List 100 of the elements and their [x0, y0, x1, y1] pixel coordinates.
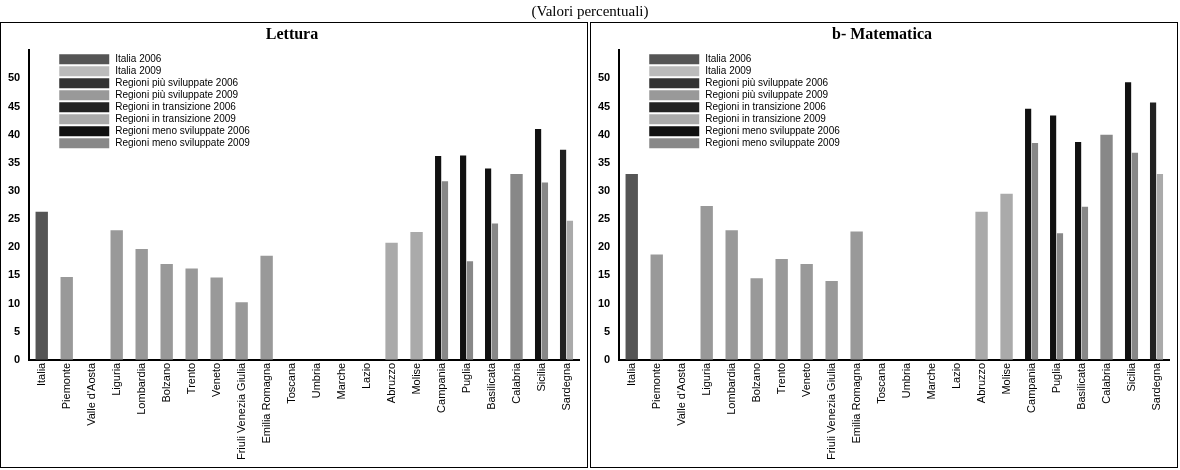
y-tick-label: 50	[597, 71, 611, 84]
y-tick-label: 5	[604, 324, 611, 337]
bar	[850, 231, 863, 360]
x-tick-label: Valle d'Aosta	[674, 361, 687, 426]
legend-label: Italia 2009	[115, 64, 162, 76]
y-tick-label: 35	[7, 155, 21, 168]
y-tick-label: 15	[7, 268, 21, 281]
x-tick-label: Italia	[34, 361, 47, 387]
legend-label: Regioni più sviluppate 2009	[705, 88, 829, 100]
bar	[1031, 143, 1039, 360]
x-tick-label: Basilicata	[1074, 361, 1087, 410]
x-tick-label: Puglia	[459, 361, 472, 394]
x-tick-label: Bolzano	[159, 362, 172, 403]
legend-label: Regioni in transizione 2009	[115, 112, 237, 124]
bar	[559, 149, 567, 360]
x-tick-label: Piemonte	[649, 362, 662, 410]
chart-title: b- Matematica	[832, 24, 932, 42]
legend-label: Regioni più sviluppate 2009	[115, 88, 239, 100]
y-tick-label: 0	[14, 352, 21, 365]
y-tick-label: 45	[597, 99, 611, 112]
x-tick-label: Liguria	[699, 361, 712, 396]
x-tick-label: Valle d'Aosta	[84, 361, 97, 426]
bar	[466, 261, 474, 360]
y-tick-label: 10	[597, 296, 611, 309]
bar	[185, 268, 198, 360]
y-tick-label: 50	[7, 71, 21, 84]
legend-label: Regioni in transizione 2006	[705, 100, 827, 112]
bar	[1075, 141, 1082, 360]
x-tick-label: Campania	[434, 361, 447, 413]
legend-label: Regioni meno sviluppate 2009	[705, 136, 841, 148]
x-tick-label: Lazio	[949, 362, 962, 390]
bar	[700, 206, 713, 360]
bar	[975, 211, 988, 360]
bar	[160, 264, 173, 360]
bar	[650, 254, 663, 360]
legend-label: Regioni più sviluppate 2006	[115, 76, 239, 88]
x-tick-label: Basilicata	[484, 361, 497, 410]
legend-label: Regioni in transizione 2009	[705, 112, 827, 124]
bar	[485, 168, 492, 360]
bar	[1124, 82, 1132, 360]
x-tick-label: Umbria	[899, 361, 912, 399]
x-tick-label: Abruzzo	[974, 362, 987, 404]
legend-label: Regioni in transizione 2006	[115, 100, 237, 112]
bar	[825, 280, 838, 360]
y-tick-label: 20	[7, 240, 21, 253]
x-tick-label: Friuli Venezia Giulia	[234, 361, 247, 461]
chart-title: Lettura	[265, 24, 319, 42]
x-tick-label: Piemonte	[59, 362, 72, 410]
y-tick-label: 35	[597, 155, 611, 168]
bar	[410, 232, 423, 360]
bar	[534, 129, 542, 360]
bar	[460, 155, 467, 360]
chart-subtitle: (Valori percentuali)	[530, 2, 650, 21]
x-tick-label: Sardegna	[559, 361, 572, 411]
bar	[1131, 152, 1139, 360]
y-tick-label: 45	[7, 99, 21, 112]
x-tick-label: Veneto	[799, 362, 812, 398]
x-tick-label: Liguria	[109, 361, 122, 396]
x-tick-label: Sardegna	[1149, 361, 1162, 411]
x-tick-label: Friuli Venezia Giulia	[824, 361, 837, 461]
x-tick-label: Trento	[774, 362, 787, 395]
bar	[800, 264, 813, 360]
x-tick-label: Molise	[409, 362, 422, 395]
legend-label: Regioni meno sviluppate 2006	[705, 124, 841, 136]
legend-label: Italia 2006	[115, 52, 162, 64]
x-tick-label: Marche	[334, 362, 347, 400]
y-tick-label: 30	[597, 183, 611, 196]
x-tick-label: Toscana	[874, 361, 887, 404]
bar	[775, 259, 788, 360]
y-tick-label: 40	[7, 127, 21, 140]
bar	[60, 277, 73, 360]
x-tick-label: Umbria	[309, 361, 322, 399]
x-tick-label: Emilia Romagna	[849, 361, 862, 444]
x-tick-label: Marche	[924, 362, 937, 400]
x-tick-label: Campania	[1024, 361, 1037, 413]
bar	[491, 223, 499, 360]
bar	[210, 277, 223, 360]
bar	[750, 278, 763, 360]
bar	[1025, 108, 1032, 360]
bar	[35, 211, 48, 360]
legend-label: Italia 2009	[705, 64, 752, 76]
x-tick-label: Trento	[184, 362, 197, 395]
x-tick-label: Puglia	[1049, 361, 1062, 394]
bar	[1050, 115, 1057, 360]
bar	[1149, 102, 1157, 360]
bar	[541, 182, 549, 360]
y-tick-label: 10	[7, 296, 21, 309]
bar	[1081, 206, 1089, 360]
y-tick-label: 20	[597, 240, 611, 253]
bar	[385, 242, 398, 360]
x-tick-label: Calabria	[509, 361, 522, 404]
legend-label: Regioni più sviluppate 2006	[705, 76, 829, 88]
x-tick-label: Sicilia	[1124, 361, 1137, 392]
bar	[1056, 233, 1064, 360]
bar	[135, 248, 148, 360]
legend-label: Regioni meno sviluppate 2009	[115, 136, 251, 148]
x-tick-label: Lombardia	[134, 361, 147, 415]
bar	[435, 156, 442, 360]
x-tick-label: Molise	[999, 362, 1012, 395]
bar	[625, 174, 638, 360]
